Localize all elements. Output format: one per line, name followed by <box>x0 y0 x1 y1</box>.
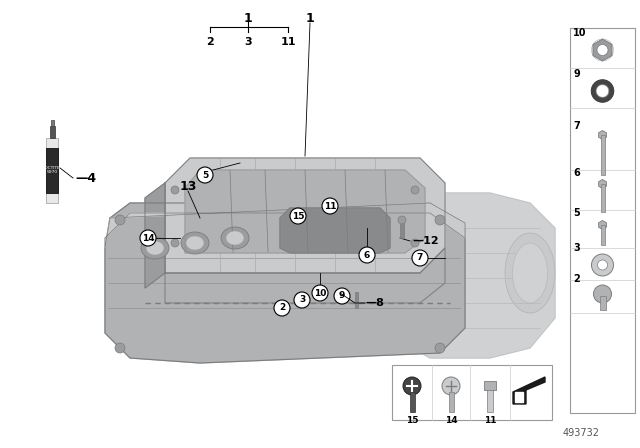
Circle shape <box>398 216 406 224</box>
Ellipse shape <box>146 241 164 255</box>
Text: 5: 5 <box>573 208 580 218</box>
Circle shape <box>115 215 125 225</box>
Text: 11: 11 <box>484 416 496 425</box>
Ellipse shape <box>141 237 169 259</box>
Polygon shape <box>513 377 545 404</box>
Circle shape <box>435 215 445 225</box>
Text: 3: 3 <box>299 296 305 305</box>
Bar <box>449 392 454 412</box>
Text: 7: 7 <box>417 254 423 263</box>
Text: 2: 2 <box>573 274 580 284</box>
Ellipse shape <box>505 233 555 313</box>
Text: 9: 9 <box>573 69 580 79</box>
Circle shape <box>597 44 608 56</box>
Text: 493732: 493732 <box>563 428 600 438</box>
Polygon shape <box>145 183 165 288</box>
Ellipse shape <box>226 231 244 245</box>
Bar <box>355 292 358 308</box>
Polygon shape <box>105 203 465 363</box>
Ellipse shape <box>221 227 249 249</box>
Circle shape <box>274 300 290 316</box>
Polygon shape <box>598 220 606 229</box>
Text: 2: 2 <box>279 303 285 313</box>
Text: —8: —8 <box>365 298 384 308</box>
Circle shape <box>591 254 614 276</box>
Polygon shape <box>593 39 612 61</box>
Circle shape <box>171 186 179 194</box>
Text: 6: 6 <box>573 168 580 178</box>
Text: 14: 14 <box>141 233 154 242</box>
Circle shape <box>593 285 611 303</box>
Text: 15: 15 <box>406 416 419 425</box>
Bar <box>51 120 54 126</box>
Circle shape <box>411 239 419 247</box>
Text: 1: 1 <box>306 12 314 25</box>
Text: 1: 1 <box>244 12 252 25</box>
Circle shape <box>412 250 428 266</box>
Bar <box>392 365 552 420</box>
Polygon shape <box>280 208 390 253</box>
Text: 3: 3 <box>244 37 252 47</box>
Ellipse shape <box>181 232 209 254</box>
Text: 14: 14 <box>445 416 458 425</box>
Ellipse shape <box>186 236 204 250</box>
Circle shape <box>312 285 328 301</box>
Polygon shape <box>370 193 555 358</box>
Text: 11: 11 <box>280 37 296 47</box>
Polygon shape <box>165 248 445 303</box>
Circle shape <box>197 167 213 183</box>
Circle shape <box>598 260 607 270</box>
Bar <box>49 126 54 138</box>
Polygon shape <box>598 180 606 189</box>
Bar <box>600 184 605 212</box>
Text: 10: 10 <box>573 28 586 38</box>
Bar <box>600 296 605 310</box>
Text: 13: 13 <box>179 180 196 193</box>
Text: LOCTITE
5970: LOCTITE 5970 <box>43 166 61 174</box>
Circle shape <box>322 198 338 214</box>
Text: 2: 2 <box>206 37 214 47</box>
Polygon shape <box>185 170 425 253</box>
Bar <box>410 392 415 412</box>
Polygon shape <box>165 158 445 273</box>
Bar <box>46 148 58 193</box>
Circle shape <box>290 208 306 224</box>
Text: 5: 5 <box>202 171 208 180</box>
Bar <box>600 135 605 175</box>
Bar <box>46 138 58 203</box>
Circle shape <box>115 343 125 353</box>
Circle shape <box>359 247 375 263</box>
Text: 9: 9 <box>339 292 345 301</box>
Text: 15: 15 <box>292 211 304 220</box>
Circle shape <box>442 377 460 395</box>
Text: 6: 6 <box>364 250 370 259</box>
Text: —12: —12 <box>412 236 438 246</box>
Polygon shape <box>105 203 465 248</box>
Circle shape <box>334 288 350 304</box>
Text: 3: 3 <box>573 243 580 253</box>
Text: 10: 10 <box>314 289 326 297</box>
Bar <box>600 225 605 245</box>
Bar <box>400 220 404 238</box>
Circle shape <box>403 377 421 395</box>
Circle shape <box>294 292 310 308</box>
Polygon shape <box>598 130 606 139</box>
Circle shape <box>171 239 179 247</box>
Bar <box>487 390 493 412</box>
Circle shape <box>435 343 445 353</box>
Polygon shape <box>515 392 523 402</box>
Bar <box>570 28 635 413</box>
Text: 7: 7 <box>573 121 580 131</box>
Bar <box>484 381 496 390</box>
Circle shape <box>411 186 419 194</box>
Circle shape <box>140 230 156 246</box>
Text: 11: 11 <box>324 202 336 211</box>
Text: —4: —4 <box>75 172 96 185</box>
Ellipse shape <box>513 243 547 303</box>
